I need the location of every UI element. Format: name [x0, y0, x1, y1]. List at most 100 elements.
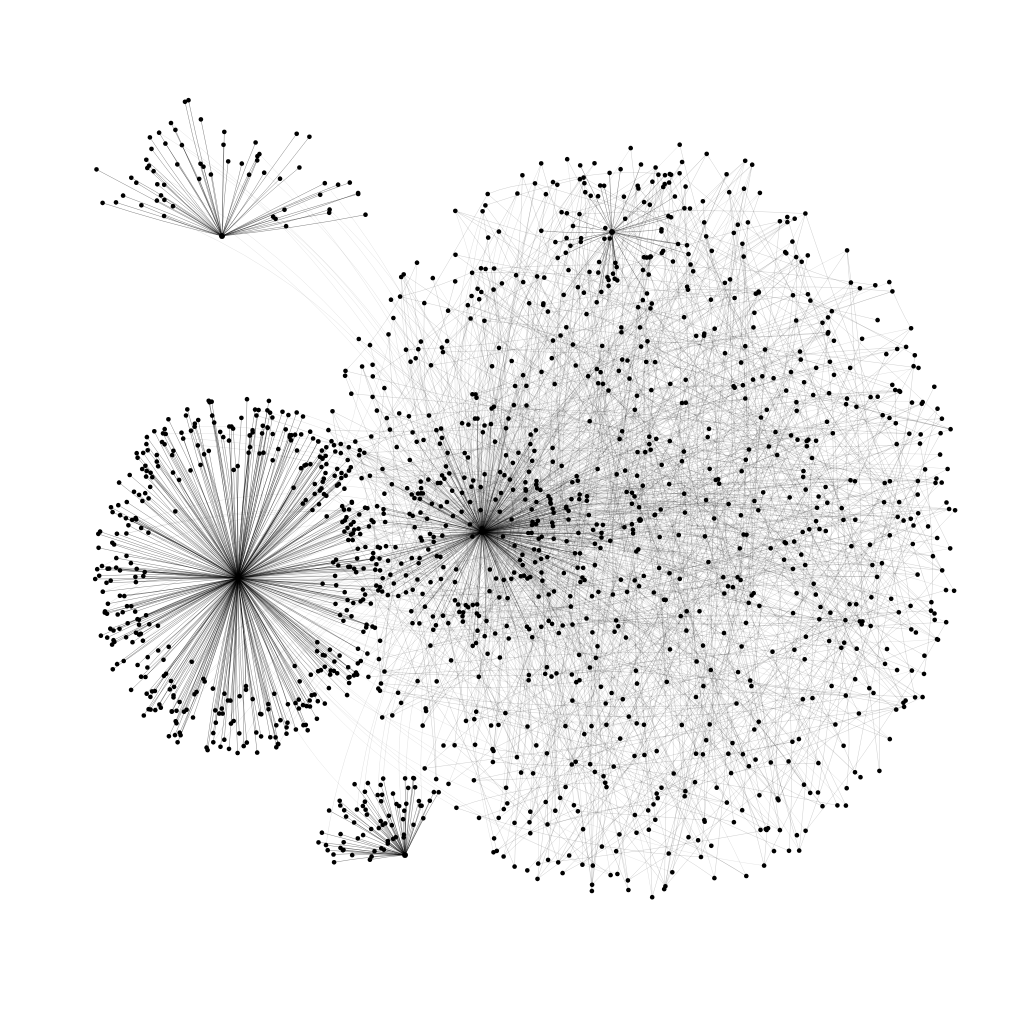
graph-edge: [481, 531, 587, 619]
graph-edge: [481, 489, 526, 533]
graph-node: [721, 574, 726, 580]
graph-edge: [461, 175, 523, 512]
graph-edge: [481, 531, 525, 576]
graph-node: [847, 365, 853, 371]
graph-edge: [454, 211, 483, 533]
graph-node: [621, 194, 627, 199]
graph-node: [314, 648, 320, 654]
graph-edge: [799, 355, 915, 851]
graph-node: [111, 637, 116, 643]
graph-node: [322, 180, 328, 186]
graph-node: [584, 616, 589, 621]
graph-edge: [481, 531, 566, 727]
graph-edge: [579, 210, 806, 215]
graph-edge: [412, 237, 489, 516]
graph-edge: [359, 450, 378, 547]
graph-edge: [481, 531, 705, 822]
graph-edge: [165, 433, 483, 533]
graph-node: [378, 799, 384, 804]
graph-node: [873, 283, 878, 288]
graph-edge: [481, 455, 507, 533]
graph-node: [222, 129, 227, 135]
graph-edge: [383, 513, 483, 533]
graph-edge: [481, 471, 530, 533]
graph-node: [345, 597, 350, 603]
graph-node: [283, 223, 289, 229]
graph-edge: [142, 468, 239, 579]
graph-edge: [151, 148, 223, 237]
graph-node: [564, 156, 570, 162]
graph-node: [739, 468, 744, 474]
graph-node: [785, 219, 790, 225]
graph-node: [533, 482, 539, 487]
graph-node: [657, 534, 662, 540]
graph-edge: [428, 181, 653, 416]
graph-edge: [481, 527, 850, 605]
graph-node: [568, 594, 573, 599]
graph-node: [110, 540, 115, 546]
graph-node: [453, 252, 458, 258]
graph-node: [887, 736, 893, 742]
graph-edge: [481, 173, 680, 533]
graph-node: [418, 339, 424, 344]
graph-edge: [481, 531, 702, 858]
graph-edge: [481, 288, 860, 533]
graph-edge: [237, 450, 298, 579]
graph-node: [510, 487, 516, 493]
graph-node: [670, 870, 675, 875]
graph-edge: [344, 531, 733, 744]
graph-edge: [481, 531, 704, 646]
graph-node: [732, 385, 737, 391]
graph-node: [476, 296, 482, 302]
graph-edge: [658, 394, 814, 569]
graph-edge: [429, 531, 483, 535]
graph-node: [666, 851, 671, 856]
graph-node: [418, 479, 424, 484]
graph-node: [483, 266, 488, 272]
graph-edge: [361, 366, 583, 865]
graph-node: [911, 363, 916, 369]
graph-node: [341, 507, 347, 512]
graph-edge: [237, 279, 609, 579]
graph-node: [743, 620, 749, 626]
graph-edge: [490, 335, 705, 726]
graph-edge: [163, 577, 239, 660]
graph-edge: [805, 598, 892, 637]
graph-edge: [119, 577, 239, 597]
graph-node: [366, 524, 372, 529]
graph-edge: [545, 577, 724, 803]
graph-node: [285, 702, 291, 707]
graph-edge: [481, 531, 580, 655]
graph-edge: [665, 173, 698, 887]
graph-edge: [481, 518, 603, 533]
graph-edge: [360, 660, 621, 739]
graph-edge: [481, 218, 626, 533]
graph-node: [615, 871, 620, 877]
graph-edge: [422, 346, 642, 726]
graph-node: [909, 400, 915, 405]
hub-node: [609, 229, 615, 235]
graph-node: [766, 444, 772, 449]
graph-node: [370, 362, 375, 368]
graph-edge: [481, 531, 530, 727]
graph-node: [528, 830, 533, 836]
graph-edge: [465, 630, 687, 722]
graph-node: [528, 441, 533, 447]
graph-node: [497, 469, 503, 475]
graph-edge: [566, 527, 810, 542]
graph-node: [852, 479, 858, 484]
graph-edge: [585, 192, 613, 233]
graph-edge: [481, 490, 900, 533]
graph-edge: [475, 642, 518, 758]
graph-edge: [481, 531, 637, 671]
graph-node: [198, 462, 203, 468]
graph-node: [469, 270, 475, 276]
graph-edge: [484, 346, 642, 426]
graph-node: [394, 444, 400, 450]
graph-edge: [203, 166, 223, 237]
graph-edge: [256, 415, 483, 533]
graph-edge: [636, 395, 813, 459]
graph-edge: [180, 577, 239, 736]
graph-node: [155, 182, 160, 187]
graph-node: [376, 588, 381, 593]
